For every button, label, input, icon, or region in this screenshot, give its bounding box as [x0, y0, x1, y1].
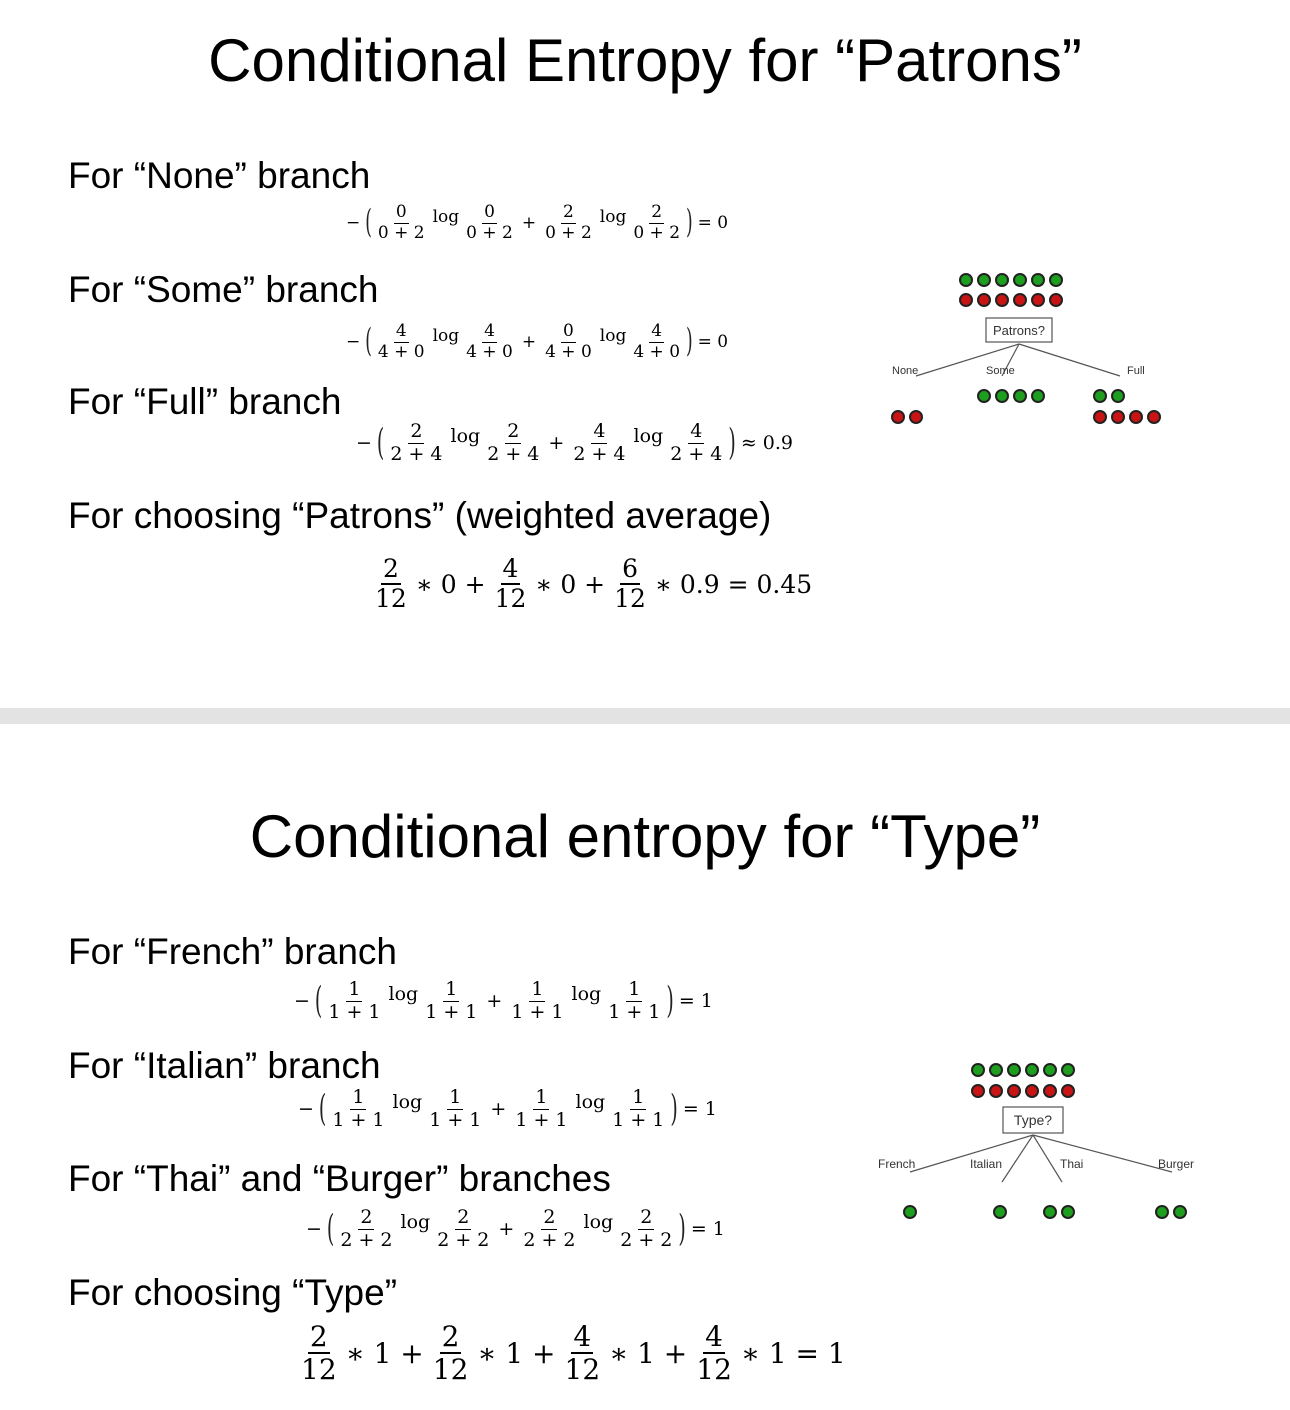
branch-label-some: Some — [986, 365, 1015, 377]
type-split-diagram: Type? French Italian Thai Burger — [870, 1054, 1210, 1241]
thai-burger-branch-heading: For “Thai” and “Burger” branches — [68, 1158, 611, 1199]
patrons-split-diagram: Patrons? None Some Full — [880, 266, 1190, 441]
choose-type-equation: 2 12 ∗ 1 + 2 12 ∗ 1 + 4 12 ∗ 1 + 4 12 ∗ 1 = … — [301, 1320, 846, 1387]
french-branch-heading: For “French” branch — [68, 931, 397, 972]
slide-title: Conditional Entropy for “Patrons” — [208, 27, 1082, 94]
decision-node-box — [985, 317, 1053, 343]
weighted-average-equation: 2 12 ∗ 0 + 4 12 ∗ 0 + 6 12 ∗ 0.9 = 0.45 — [375, 554, 813, 614]
some-branch-heading: For “Some” branch — [68, 269, 379, 310]
patrons-slide: Conditional Entropy for “Patrons” For “N… — [68, 27, 1190, 614]
weighted-average-heading: For choosing “Patrons” (weighted average… — [68, 495, 772, 536]
decision-node-box — [1002, 1106, 1064, 1134]
type-slide: Conditional entropy for “Type” For “Fren… — [0, 724, 1290, 1410]
italian-branch-heading: For “Italian” branch — [68, 1045, 381, 1086]
slide-divider — [0, 708, 1290, 724]
branch-label-none: None — [892, 365, 918, 377]
decision-node-label: Patrons? — [993, 323, 1045, 338]
branch-label-french: French — [878, 1157, 915, 1171]
leaf-examples — [903, 1205, 1187, 1241]
root-examples — [971, 1063, 1075, 1098]
branch-label-burger: Burger — [1158, 1157, 1194, 1171]
full-branch-heading: For “Full” branch — [68, 381, 342, 422]
leaf-examples — [891, 389, 1161, 424]
branch-label-full: Full — [1127, 365, 1145, 377]
branch-label-italian: Italian — [970, 1157, 1002, 1171]
branch-label-thai: Thai — [1060, 1157, 1083, 1171]
root-examples — [959, 273, 1063, 307]
choose-type-heading: For choosing “Type” — [68, 1272, 398, 1313]
decision-node-label: Type? — [1014, 1112, 1052, 1128]
slide-title: Conditional entropy for “Type” — [249, 803, 1041, 870]
none-branch-heading: For “None” branch — [68, 155, 371, 196]
